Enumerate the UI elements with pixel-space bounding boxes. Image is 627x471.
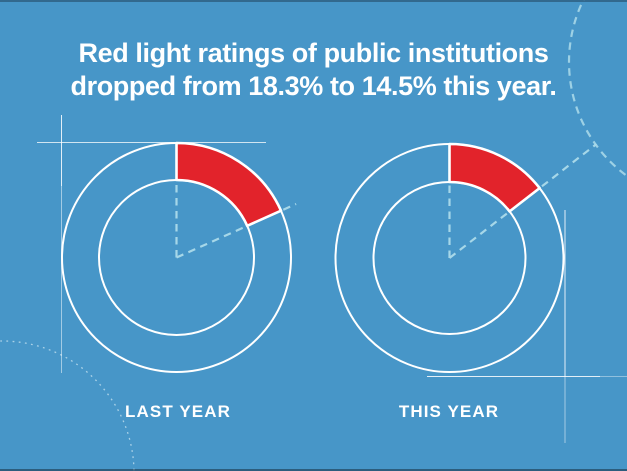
- donut-chart-this-year: [334, 142, 598, 373]
- dotted-arc-decor: [0, 340, 135, 471]
- chart-label-last-year: LAST YEAR: [125, 402, 231, 421]
- headline: Red light ratings of public institutions…: [0, 37, 627, 103]
- dashed-circle-decor: [567, 0, 627, 178]
- red-slice-last-year: [175, 141, 283, 228]
- headline-line1: Red light ratings of public institutions: [78, 38, 549, 68]
- headline-line2: dropped from 18.3% to 14.5% this year.: [70, 71, 557, 101]
- donut-chart-last-year: [61, 141, 297, 373]
- red-slice-this-year: [448, 142, 541, 213]
- chart-label-this-year: THIS YEAR: [398, 402, 500, 421]
